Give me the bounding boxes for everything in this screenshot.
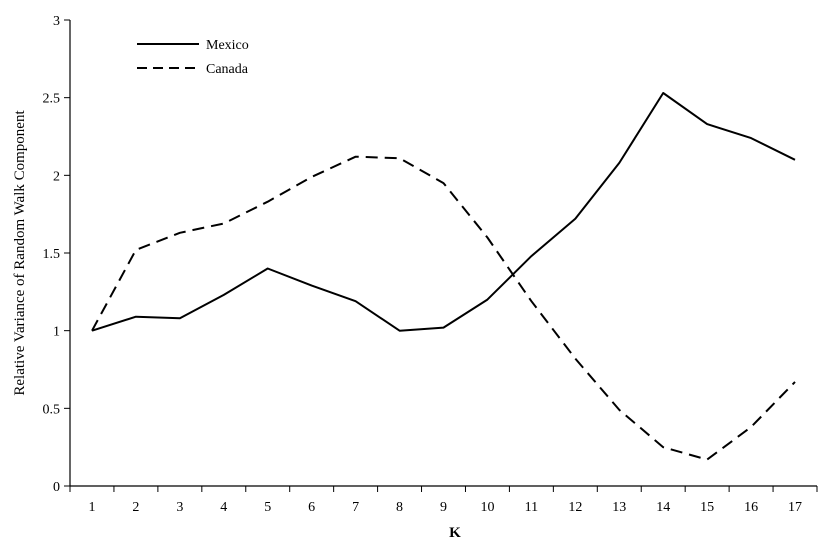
x-tick-label: 13 xyxy=(612,500,626,515)
x-tick-label: 3 xyxy=(176,500,183,515)
x-tick-label: 9 xyxy=(440,500,447,515)
x-tick-label: 7 xyxy=(352,500,359,515)
legend-label-canada: Canada xyxy=(206,62,249,77)
y-tick-label: 2 xyxy=(53,169,60,184)
legend: Mexico Canada xyxy=(137,38,249,77)
x-tick-label: 17 xyxy=(788,500,802,515)
x-tick-label: 14 xyxy=(656,500,670,515)
x-tick-label: 1 xyxy=(88,500,95,515)
x-axis-ticks: 1 2 3 4 5 6 7 8 9 10 11 12 13 14 15 16 17 xyxy=(69,486,818,515)
x-tick-label: 2 xyxy=(132,500,139,515)
y-tick-label: 2.5 xyxy=(43,92,61,107)
x-tick-label: 4 xyxy=(220,500,227,515)
x-tick-label: 12 xyxy=(568,500,582,515)
y-tick-label: 1 xyxy=(53,325,60,340)
x-tick-label: 8 xyxy=(396,500,403,515)
y-axis-title: Relative Variance of Random Walk Compone… xyxy=(12,110,28,396)
y-tick-label: 0.5 xyxy=(43,402,61,417)
y-axis-ticks: 0 0.5 1 1.5 2 2.5 3 xyxy=(43,14,70,495)
x-tick-label: 5 xyxy=(264,500,271,515)
y-tick-label: 3 xyxy=(53,14,60,29)
y-tick-label: 0 xyxy=(53,480,60,495)
x-tick-label: 10 xyxy=(480,500,494,515)
plot-area: 00.511.522.53 1 2 3 4 5 6 7 8 9 10 11 12 13 14 15 16 17 xyxy=(43,14,818,515)
x-axis-title: K xyxy=(449,525,461,541)
x-tick-label: 15 xyxy=(700,500,714,515)
legend-label-mexico: Mexico xyxy=(206,38,249,53)
x-tick-label: 16 xyxy=(744,500,758,515)
x-tick-label: 6 xyxy=(308,500,315,515)
series-line-canada xyxy=(91,155,796,461)
series-layer xyxy=(91,92,796,461)
y-tick-label: 1.5 xyxy=(43,247,61,262)
series-line-mexico xyxy=(91,92,796,332)
x-tick-label: 11 xyxy=(525,500,538,515)
